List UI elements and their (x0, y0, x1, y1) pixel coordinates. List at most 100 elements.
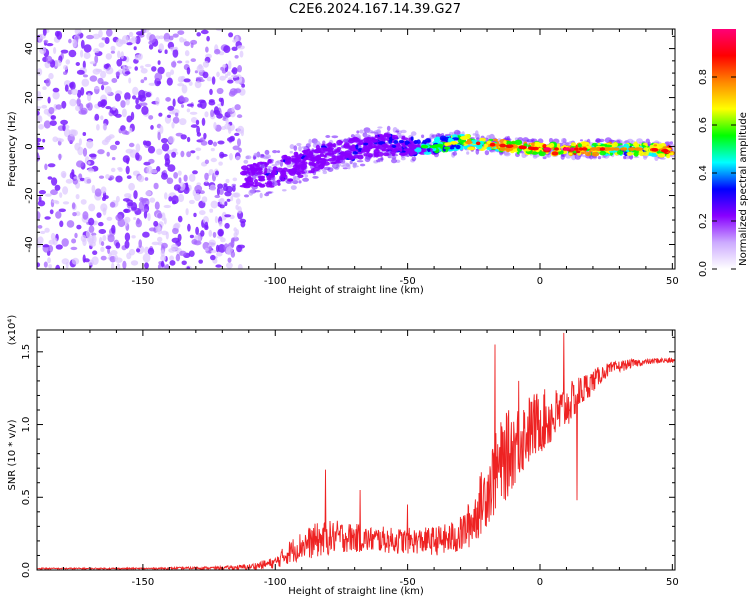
noise-blob (64, 84, 69, 92)
signal-core (254, 179, 258, 184)
signal-core (597, 142, 601, 146)
noise-blob (83, 44, 92, 53)
noise-blob (186, 266, 191, 269)
noise-blob (104, 86, 112, 95)
noise-blob (114, 257, 123, 264)
signal-peak (643, 147, 649, 151)
noise-blob (62, 201, 70, 205)
noise-blob (98, 42, 105, 48)
noise-blob (149, 197, 156, 203)
noise-blob (233, 227, 237, 232)
noise-blob (169, 255, 175, 261)
noise-blob (96, 212, 102, 219)
noise-blob (68, 38, 72, 44)
noise-blob (189, 234, 194, 239)
noise-blob (158, 35, 165, 40)
signal-halo (519, 151, 524, 154)
signal-core (604, 144, 613, 148)
x-tick-label: -100 (264, 577, 287, 588)
noise-blob (170, 69, 175, 75)
signal-core (506, 147, 511, 152)
noise-blob (172, 98, 176, 107)
noise-blob (179, 37, 185, 43)
signal-halo (475, 148, 480, 155)
noise-blob (81, 78, 90, 87)
noise-blob (126, 115, 133, 123)
y-tick-label: 0.5 (21, 489, 32, 505)
y-tick-label: 0.0 (21, 562, 32, 578)
noise-blob (216, 113, 223, 119)
noise-blob (236, 244, 243, 253)
noise-blob (75, 105, 81, 112)
signal-core (367, 153, 373, 158)
noise-blob (169, 260, 176, 266)
noise-blob (226, 198, 231, 202)
noise-blob (149, 34, 156, 44)
noise-blob (51, 177, 58, 186)
noise-blob (37, 68, 43, 76)
noise-blob (76, 69, 85, 75)
signal-core (570, 142, 577, 147)
noise-blob (171, 121, 175, 129)
noise-blob (226, 262, 233, 269)
noise-blob (105, 245, 112, 250)
noise-blob (40, 230, 46, 235)
x-tick-label: 50 (666, 276, 679, 287)
noise-blob (92, 250, 98, 255)
noise-blob (215, 29, 223, 32)
noise-blob (224, 214, 232, 218)
noise-blob (160, 254, 167, 262)
y-tick-label: 0 (24, 143, 35, 149)
noise-blob (151, 66, 157, 72)
noise-blob (165, 97, 172, 102)
noise-blob (161, 143, 170, 152)
signal-core (336, 147, 342, 150)
signal-halo (248, 189, 254, 196)
noise-blob (60, 119, 68, 125)
noise-blob (140, 102, 148, 106)
signal-peak (620, 147, 628, 151)
signal-halo (245, 155, 252, 160)
noise-blob (38, 190, 47, 195)
noise-blob (237, 65, 243, 73)
noise-blob (157, 60, 161, 65)
noise-blob (230, 251, 236, 258)
signal-peak (532, 146, 539, 151)
signal-halo (282, 189, 287, 192)
noise-blob (200, 230, 205, 237)
noise-blob (229, 135, 235, 142)
signal-core (563, 150, 568, 154)
signal-core (242, 171, 251, 174)
noise-blob (52, 237, 58, 246)
noise-blob (109, 201, 116, 208)
noise-blob (176, 60, 183, 64)
signal-core (291, 159, 298, 162)
y-tick-label: 1.0 (21, 417, 32, 433)
signal-halo (373, 130, 381, 134)
noise-blob (241, 83, 246, 88)
noise-blob (228, 32, 234, 38)
signal-core (268, 173, 275, 178)
noise-blob (71, 169, 75, 176)
snr-panel: -150 -100 -50 0 50 0.0 0.5 1.0 1.5 Height of stra… (7, 315, 679, 597)
signal-core (241, 165, 249, 171)
colorbar-tick-label: 0.4 (698, 165, 709, 181)
noise-blob (230, 195, 234, 202)
noise-blob (236, 45, 245, 50)
signal-core (362, 146, 366, 152)
signal-core (331, 155, 336, 160)
signal-core (294, 162, 298, 167)
noise-blob (52, 87, 60, 93)
signal-core (246, 164, 253, 167)
noise-blob (155, 96, 160, 106)
noise-blob (115, 113, 122, 118)
signal-core (382, 152, 390, 157)
signal-halo (597, 156, 602, 160)
signal-core (439, 135, 447, 141)
signal-core (503, 140, 507, 145)
noise-blob (134, 54, 142, 61)
noise-blob (145, 140, 152, 147)
spectrogram-panel: -150 -100 -50 0 50 -40 -20 0 20 40 Height of strai… (7, 28, 679, 296)
noise-blob (240, 220, 246, 228)
x-tick-label: -150 (132, 577, 155, 588)
